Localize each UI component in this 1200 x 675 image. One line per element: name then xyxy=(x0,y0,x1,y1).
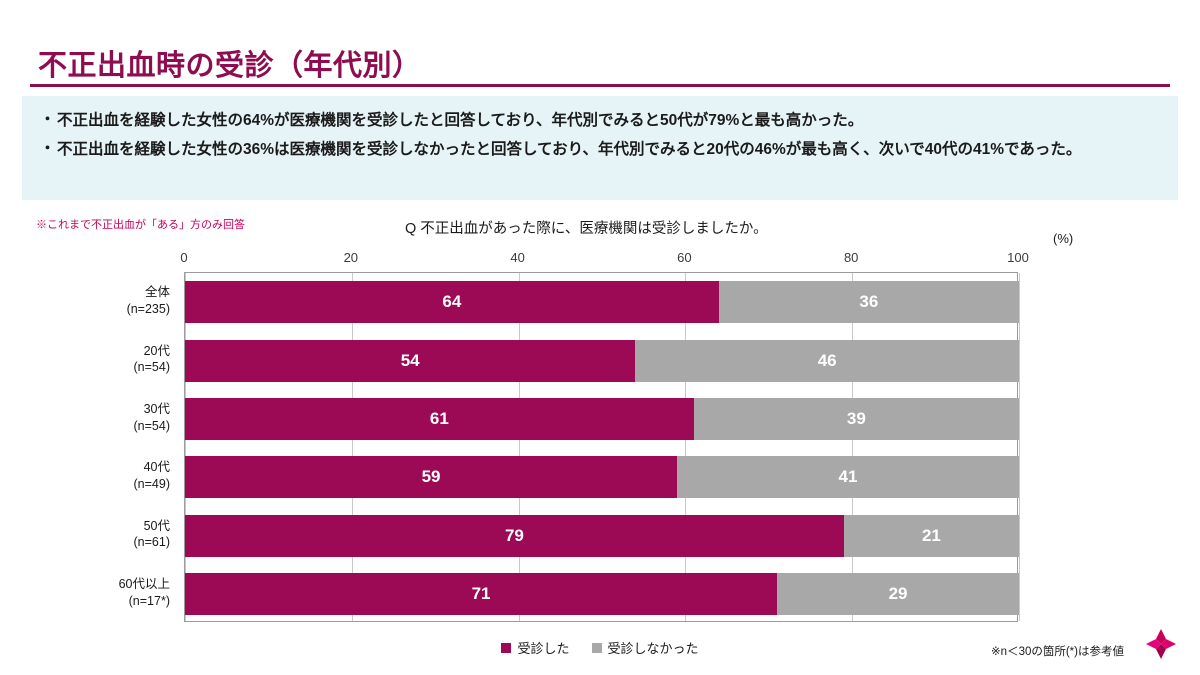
category-sample-size: (n=54) xyxy=(133,360,170,375)
gridline xyxy=(351,273,353,621)
x-axis-tick: 0 xyxy=(180,250,188,265)
summary-item: ・ 不正出血を経験した女性の36%は医療機関を受診しなかったと回答しており、年代… xyxy=(40,138,1158,161)
chart-legend: 受診した 受診しなかった xyxy=(0,638,1200,657)
x-axis-tick: 100 xyxy=(1007,250,1029,265)
bar-value-label: 64 xyxy=(442,292,462,312)
bullet-icon: ・ xyxy=(40,140,56,158)
category-label: 60代以上 (n=17*) xyxy=(119,576,170,610)
bar-rows: 64 36 54 46 61 39 59 41 79 21 71 29 xyxy=(185,273,1019,621)
bar-segment: 21 xyxy=(843,514,1019,557)
stacked-bar-chart: 0 20 40 60 80 100 全体 (n=235) 20代 (n=54) 30代 (n=54)… xyxy=(0,250,1200,656)
bar-value-label: 36 xyxy=(859,292,879,312)
gridline xyxy=(1019,273,1020,621)
gridline xyxy=(518,273,520,621)
x-axis-ticks: 0 20 40 60 80 100 xyxy=(0,250,1200,268)
bar-value-label: 39 xyxy=(846,408,866,428)
bar-row: 71 29 xyxy=(185,572,1019,615)
legend-swatch xyxy=(501,642,512,653)
bar-value-label: 54 xyxy=(400,350,420,370)
bar-row: 61 39 xyxy=(185,397,1019,440)
x-axis-tick: 60 xyxy=(677,250,692,265)
category-label: 全体 (n=235) xyxy=(127,284,170,318)
brand-logo-icon xyxy=(1146,629,1176,659)
summary-text: 不正出血を経験した女性の64%が医療機関を受診したと回答しており、年代別でみると… xyxy=(57,112,864,129)
legend-label: 受診した xyxy=(517,641,570,656)
bar-segment: 71 xyxy=(185,572,778,615)
bar-value-label: 21 xyxy=(921,525,941,545)
category-name: 30代 xyxy=(143,401,170,416)
respondent-note: ※これまで不正出血が「ある」方のみ回答 xyxy=(36,219,245,231)
bar-segment: 59 xyxy=(185,456,678,499)
bar-segment: 36 xyxy=(718,281,1019,324)
legend-item: 受診しなかった xyxy=(591,638,699,657)
bar-segment: 41 xyxy=(677,456,1019,499)
y-axis-category-labels: 全体 (n=235) 20代 (n=54) 30代 (n=54) 40代 (n=49) 50代 (… xyxy=(0,272,184,622)
category-name: 40代 xyxy=(143,460,170,475)
bar-segment: 79 xyxy=(185,514,844,557)
category-label: 40代 (n=49) xyxy=(134,459,170,493)
summary-text: 不正出血を経験した女性の36%は医療機関を受診しなかったと回答しており、年代別で… xyxy=(57,141,1082,159)
category-sample-size: (n=49) xyxy=(133,477,170,492)
bar-value-label: 46 xyxy=(817,350,837,370)
summary-item: ・ 不正出血を経験した女性の64%が医療機関を受診したと回答しており、年代別でみ… xyxy=(40,109,1158,132)
gridline xyxy=(852,273,854,621)
bar-value-label: 41 xyxy=(838,467,858,487)
unit-label: (%) xyxy=(1053,231,1074,246)
category-name: 50代 xyxy=(143,518,170,533)
bar-row: 59 41 xyxy=(185,456,1019,499)
bar-value-label: 71 xyxy=(471,583,491,603)
bar-row: 54 46 xyxy=(185,339,1019,382)
category-sample-size: (n=235) xyxy=(126,302,170,317)
bar-segment: 61 xyxy=(185,397,694,440)
x-axis-tick: 40 xyxy=(510,250,525,265)
gridline xyxy=(185,273,186,621)
legend-item: 受診した xyxy=(501,638,570,657)
bullet-icon: ・ xyxy=(40,111,56,128)
x-axis-tick: 80 xyxy=(843,250,859,265)
bar-value-label: 61 xyxy=(429,408,449,428)
bar-segment: 64 xyxy=(185,281,719,324)
category-name: 全体 xyxy=(144,285,170,300)
bar-segment: 46 xyxy=(635,339,1019,382)
bar-row: 64 36 xyxy=(185,281,1019,324)
category-name: 60代以上 xyxy=(118,576,170,591)
question-label: Q 不正出血があった際に、医療機関は受診しましたか。 xyxy=(405,221,768,237)
category-label: 20代 (n=54) xyxy=(134,343,170,377)
bar-value-label: 29 xyxy=(888,583,908,603)
bar-value-label: 79 xyxy=(504,525,524,545)
bar-segment: 39 xyxy=(693,397,1019,440)
category-name: 20代 xyxy=(143,343,170,358)
category-sample-size: (n=61) xyxy=(133,535,170,550)
page-title: 不正出血時の受診（年代別） xyxy=(38,50,422,82)
bar-segment: 29 xyxy=(777,572,1019,615)
plot-area: 64 36 54 46 61 39 59 41 79 21 71 29 xyxy=(184,272,1020,622)
footer-note: ※n＜30の箇所(*)は参考値 xyxy=(991,646,1124,658)
bar-segment: 54 xyxy=(185,339,636,382)
category-label: 50代 (n=61) xyxy=(134,518,170,552)
bar-value-label: 59 xyxy=(421,467,441,487)
category-sample-size: (n=54) xyxy=(133,418,170,433)
bar-row: 79 21 xyxy=(185,514,1019,557)
summary-box: ・ 不正出血を経験した女性の64%が医療機関を受診したと回答しており、年代別でみ… xyxy=(22,96,1178,200)
gridline xyxy=(685,273,687,621)
title-underline xyxy=(30,84,1170,87)
category-label: 30代 (n=54) xyxy=(134,401,170,435)
legend-swatch xyxy=(591,642,602,653)
category-sample-size: (n=17*) xyxy=(128,593,170,608)
x-axis-tick: 20 xyxy=(343,250,359,265)
legend-label: 受診しなかった xyxy=(607,641,699,656)
